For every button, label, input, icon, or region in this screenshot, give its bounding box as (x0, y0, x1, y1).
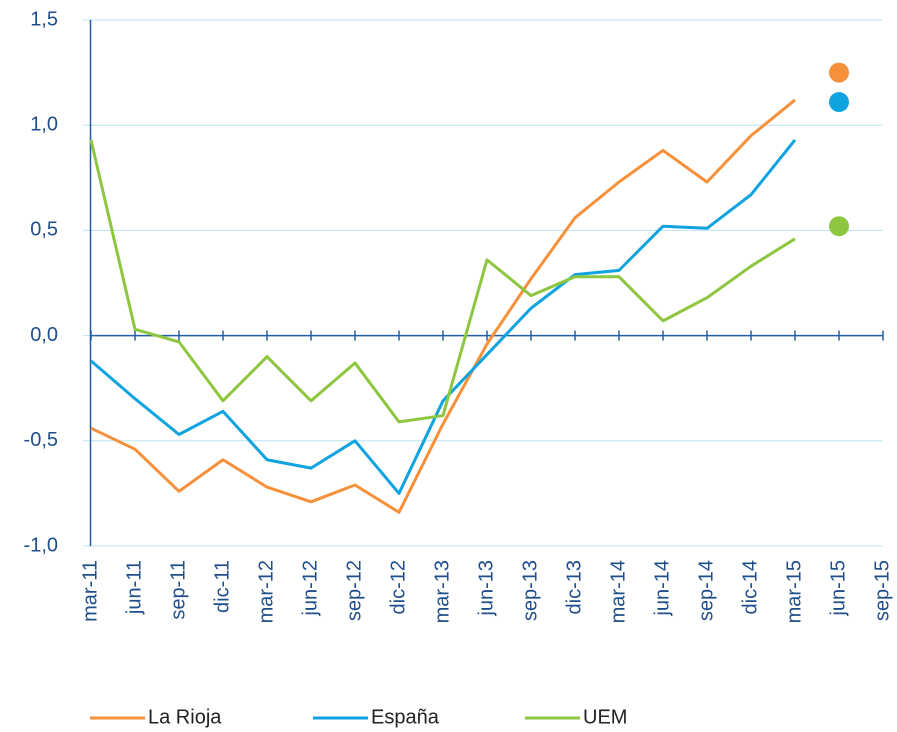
y-tick-label: 0,0 (30, 324, 58, 346)
y-tick-label: 1,0 (30, 113, 58, 135)
series-dot (829, 62, 849, 83)
series-line (89, 139, 796, 424)
y-tick-label: -0,5 (24, 429, 58, 451)
x-tick-label: dic-11 (211, 560, 233, 613)
legend-label: La Rioja (148, 706, 222, 728)
x-tick-label: mar-13 (431, 560, 453, 623)
legend-label: UEM (583, 706, 627, 728)
legend-label: España (371, 706, 440, 728)
x-tick-label: jun-12 (299, 560, 321, 617)
x-tick-label: sep-12 (343, 560, 365, 621)
x-tick-label: mar-14 (607, 560, 629, 623)
x-tick-label: mar-15 (783, 560, 805, 623)
x-tick-label: jun-15 (827, 560, 849, 617)
x-tick-label: jun-11 (123, 560, 145, 615)
y-tick-label: -1,0 (24, 534, 58, 556)
x-tick-label: sep-13 (519, 560, 541, 621)
x-tick-label: dic-13 (563, 560, 585, 614)
series-dot (829, 216, 849, 237)
series-line (90, 138, 797, 495)
x-tick-label: dic-12 (387, 560, 409, 614)
x-tick-label: dic-14 (739, 560, 761, 614)
x-tick-label: mar-12 (255, 560, 277, 623)
y-tick-label: 1,5 (30, 8, 58, 30)
series-dot (829, 92, 849, 113)
x-tick-label: sep-14 (695, 560, 717, 621)
y-tick-label: 0,5 (30, 219, 58, 241)
x-tick-label: jun-14 (651, 560, 673, 617)
x-tick-label: mar-11 (79, 560, 101, 622)
series-line (90, 98, 796, 514)
x-tick-label: sep-15 (871, 560, 893, 621)
x-tick-label: jun-13 (475, 560, 497, 617)
x-tick-label: sep-11 (167, 560, 189, 620)
